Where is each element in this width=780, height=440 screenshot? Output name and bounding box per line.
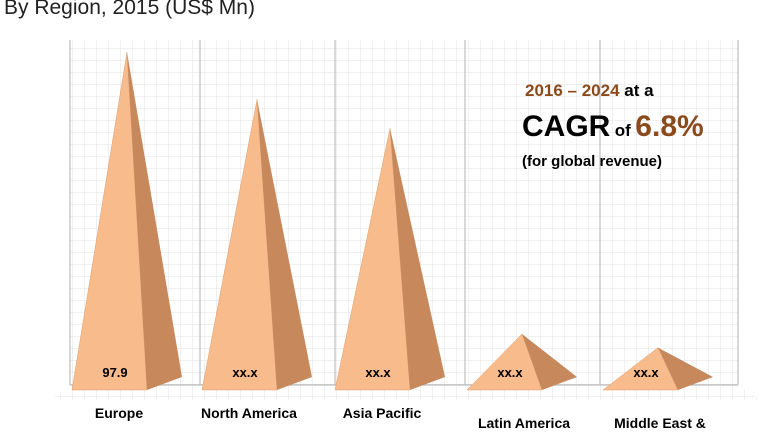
annotation-text: of	[615, 121, 631, 140]
x-tick-label: North America	[201, 405, 297, 421]
plot: 97.9 Europe xx.x North America xx.x Asia Paci…	[71, 52, 713, 431]
x-tick-label: Middle East &	[614, 415, 706, 431]
x-tick-label: Asia Pacific	[343, 405, 422, 421]
pyramid-side	[127, 52, 182, 390]
value-label: xx.x	[497, 365, 523, 380]
chart-title: By Region, 2015 (US$ Mn)	[4, 0, 255, 19]
pyramid-side	[522, 334, 577, 390]
pyramid-side	[658, 347, 713, 390]
annotation: 2016 – 2024 at a	[525, 81, 654, 100]
value-label: 97.9	[102, 365, 127, 380]
x-tick-label: Europe	[95, 405, 143, 421]
annotation-note: (for global revenue)	[522, 153, 662, 170]
value-label: xx.x	[365, 365, 391, 380]
pyramid-side	[390, 128, 445, 391]
x-tick-label: Latin America	[478, 415, 570, 431]
annotation: CAGR of 6.8%	[522, 110, 704, 143]
value-label: xx.x	[232, 365, 258, 380]
value-label: xx.x	[633, 365, 659, 380]
annotation-text: at a	[624, 81, 654, 100]
annotation-text: CAGR	[522, 110, 611, 143]
annotation-period: 2016 – 2024	[525, 81, 620, 100]
annotation-rate: 6.8%	[635, 110, 703, 143]
pyramid-side	[257, 99, 312, 391]
